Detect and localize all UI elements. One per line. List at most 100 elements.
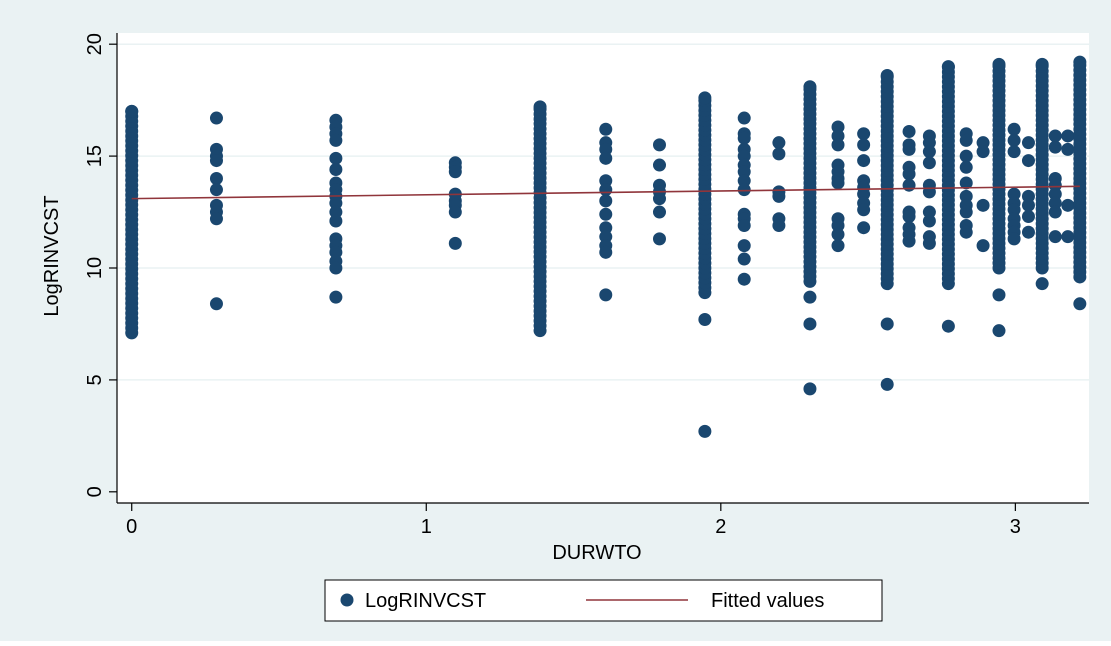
scatter-point-195 <box>737 131 751 145</box>
scatter-point-340 <box>922 185 936 199</box>
scatter-point-192 <box>698 424 712 438</box>
x-tick-label-0: 0 <box>126 516 137 538</box>
scatter-point-510 <box>1035 277 1049 291</box>
scatter-point-522 <box>1061 230 1075 244</box>
scatter-point-463 <box>1021 189 1035 203</box>
scatter-point-399 <box>959 205 973 219</box>
scatter-point-326 <box>902 142 916 156</box>
scatter-point-142 <box>599 288 613 302</box>
scatter-point-568 <box>1073 297 1087 311</box>
scatter-point-269 <box>857 127 871 141</box>
scatter-point-204 <box>737 218 751 232</box>
scatter-point-74 <box>329 290 343 304</box>
scatter-point-136 <box>599 194 613 208</box>
scatter-point-331 <box>902 210 916 224</box>
scatter-point-401 <box>959 225 973 239</box>
scatter-point-395 <box>959 160 973 174</box>
scatter-point-52 <box>209 183 223 197</box>
fitted-line <box>131 185 1080 200</box>
scatter-point-276 <box>857 203 871 217</box>
y-tick-label-15: 15 <box>84 145 106 167</box>
scatter-point-460 <box>1007 232 1021 246</box>
scatter-point-60 <box>329 133 343 147</box>
scatter-point-50 <box>209 154 223 168</box>
scatter-point-271 <box>857 154 871 168</box>
scatter-point-205 <box>737 239 751 253</box>
scatter-point-334 <box>902 234 916 248</box>
scatter-point-336 <box>922 136 936 150</box>
scatter-point-141 <box>599 245 613 259</box>
scatter-point-323 <box>880 377 894 391</box>
scatter-point-519 <box>1061 129 1075 143</box>
scatter-point-201 <box>737 183 751 197</box>
scatter-point-394 <box>959 149 973 163</box>
scatter-point-190 <box>698 91 712 105</box>
scatter-point-209 <box>772 147 786 161</box>
scatter-point-129 <box>533 100 547 114</box>
scatter-point-509 <box>1035 57 1049 71</box>
scatter-point-328 <box>902 167 916 181</box>
scatter-point-135 <box>599 183 613 197</box>
scatter-point-405 <box>976 239 990 253</box>
scatter-point-337 <box>922 145 936 159</box>
legend-marker-logrinvcst <box>340 593 354 607</box>
scatter-point-56 <box>209 297 223 311</box>
scatter-point-62 <box>329 163 343 177</box>
scatter-point-257 <box>803 382 817 396</box>
scatter-point-277 <box>857 221 871 235</box>
scatter-point-137 <box>599 207 613 221</box>
scatter-point-260 <box>831 138 845 152</box>
scatter-point-341 <box>922 205 936 219</box>
scatter-point-514 <box>1048 178 1062 192</box>
scatter-point-452 <box>1007 133 1021 147</box>
scatter-point-197 <box>737 149 751 163</box>
scatter-point-207 <box>737 272 751 286</box>
scatter-point-464 <box>1021 198 1035 212</box>
scatter-point-82 <box>448 236 462 250</box>
scatter-point-211 <box>772 189 786 203</box>
x-tick-label-3: 3 <box>1010 516 1021 538</box>
y-axis-label: LogRINVCST <box>41 195 63 316</box>
axes: 0 5 10 15 20 0 1 2 3 <box>84 33 1089 538</box>
scatter-point-456 <box>1007 203 1021 217</box>
scatter-point-77 <box>448 165 462 179</box>
scatter-point-321 <box>880 69 894 83</box>
scatter-point-254 <box>803 80 817 94</box>
scatter-point-258 <box>831 120 845 134</box>
legend-box <box>324 579 883 622</box>
scatter-point-267 <box>831 227 845 241</box>
scatter-point-465 <box>1021 210 1035 224</box>
scatter-point-191 <box>698 312 712 326</box>
scatter-point-206 <box>737 252 751 266</box>
scatter-point-453 <box>1007 145 1021 159</box>
scatter-point-454 <box>1007 187 1021 201</box>
scatter-point-46 <box>125 104 139 118</box>
x-axis-label: DURWTO <box>552 542 641 564</box>
legend: LogRINVCST Fitted values <box>324 579 883 622</box>
scatter-point-450 <box>992 324 1006 338</box>
scatter-point-208 <box>772 136 786 150</box>
scatter-point-73 <box>329 261 343 275</box>
scatter-point-449 <box>992 288 1006 302</box>
scatter-point-567 <box>1073 55 1087 69</box>
scatter-point-342 <box>922 214 936 228</box>
scatter-points <box>125 55 1087 438</box>
scatter-point-199 <box>737 165 751 179</box>
scatter-point-133 <box>599 151 613 165</box>
scatter-point-270 <box>857 138 871 152</box>
scatter-point-213 <box>772 218 786 232</box>
scatter-point-61 <box>329 151 343 165</box>
scatter-point-71 <box>329 245 343 259</box>
scatter-point-266 <box>831 218 845 232</box>
scatter-point-451 <box>1007 122 1021 136</box>
scatter-point-516 <box>1048 196 1062 210</box>
scatter-point-143 <box>652 138 666 152</box>
scatter-point-274 <box>857 187 871 201</box>
scatter-point-344 <box>922 236 936 250</box>
scatter-point-51 <box>209 171 223 185</box>
x-tick-label-2: 2 <box>715 516 726 538</box>
scatter-point-397 <box>959 189 973 203</box>
y-tick-label-20: 20 <box>84 33 106 55</box>
